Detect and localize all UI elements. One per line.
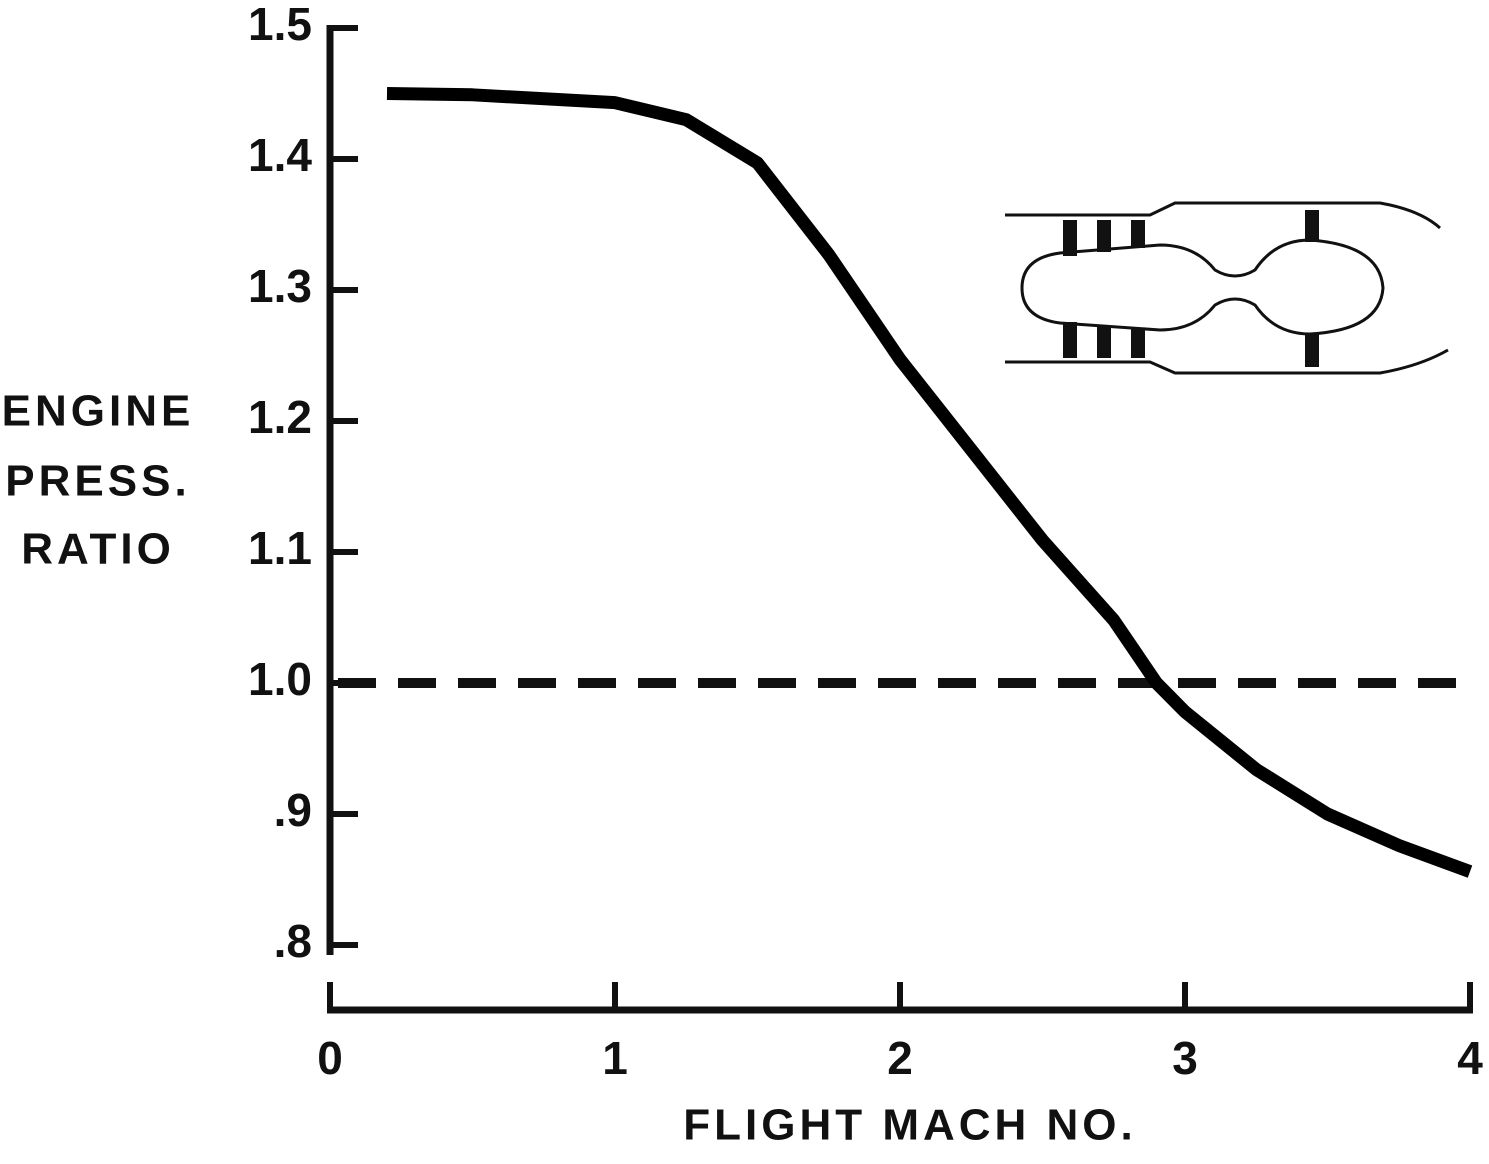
y-tick-label: 1.4 [248,129,312,181]
y-axis-label: PRESS. [5,457,190,506]
engine-diagram [1005,201,1449,375]
x-tick-label: 0 [317,1032,343,1084]
line-series [386,87,1473,878]
y-tick-label: .9 [274,784,312,836]
y-axis-label: ENGINE [2,387,195,436]
x-axis-label: FLIGHT MACH NO. [683,1101,1137,1150]
x-tick-label: 2 [887,1032,913,1084]
x-tick-label: 4 [1457,1032,1483,1084]
y-axis-label: RATIO [21,525,175,574]
y-tick-label: 1.3 [248,260,312,312]
y-tick-label: 1.1 [248,522,312,574]
y-tick-label: 1.2 [248,391,312,443]
y-tick-label: 1.5 [248,0,312,50]
y-tick-label: .8 [274,915,312,967]
x-tick-label: 1 [602,1032,628,1084]
x-tick-label: 3 [1172,1032,1198,1084]
y-tick-label: 1.0 [248,653,312,705]
